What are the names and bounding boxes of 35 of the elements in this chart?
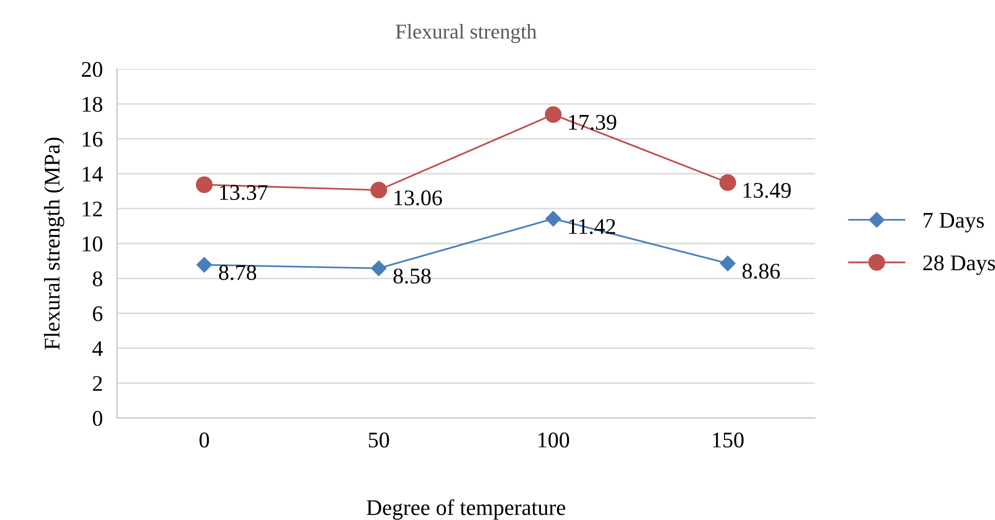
y-tick-label: 14 — [82, 166, 103, 182]
chart-title: Flexural strength — [396, 24, 537, 43]
y-tick-label: 8 — [92, 271, 102, 286]
y-tick-label: 18 — [82, 96, 102, 112]
point — [544, 106, 562, 123]
point — [196, 176, 213, 194]
x-tick-label: 0 — [200, 432, 209, 448]
data-label: 13.06 — [394, 190, 442, 206]
y-tick-label: 2 — [92, 376, 102, 391]
data-label: 13.49 — [744, 182, 791, 198]
y-tick-label: 20 — [82, 62, 102, 77]
legend-label: 7 Days — [924, 213, 984, 232]
y-tick-label: 12 — [82, 202, 102, 216]
point — [196, 257, 212, 273]
x-tick-label: 100 — [538, 432, 570, 448]
point — [370, 182, 388, 198]
data-label: 17.39 — [569, 114, 616, 130]
y-tick-label: 16 — [82, 132, 102, 147]
legend-label: 28 Days — [923, 255, 995, 275]
y-tick-label: 4 — [92, 341, 103, 356]
y-tick-label: 0 — [92, 410, 102, 426]
data-label: 8.86 — [742, 264, 780, 279]
x-tick-label: 50 — [368, 432, 390, 448]
point — [545, 210, 562, 226]
data-label: 8.78 — [218, 265, 256, 280]
y-tick-label: 10 — [82, 236, 102, 252]
data-label: 8.58 — [393, 268, 431, 284]
y-tick-label: 6 — [92, 306, 102, 322]
y-axis-title: Flexural strength (MPa) — [44, 138, 64, 350]
x-axis-title: Degree of temperature — [366, 499, 566, 520]
point — [720, 256, 736, 272]
point — [719, 174, 736, 191]
point — [370, 260, 387, 276]
data-label: 13.37 — [220, 185, 268, 200]
x-tick-label: 150 — [713, 432, 744, 448]
